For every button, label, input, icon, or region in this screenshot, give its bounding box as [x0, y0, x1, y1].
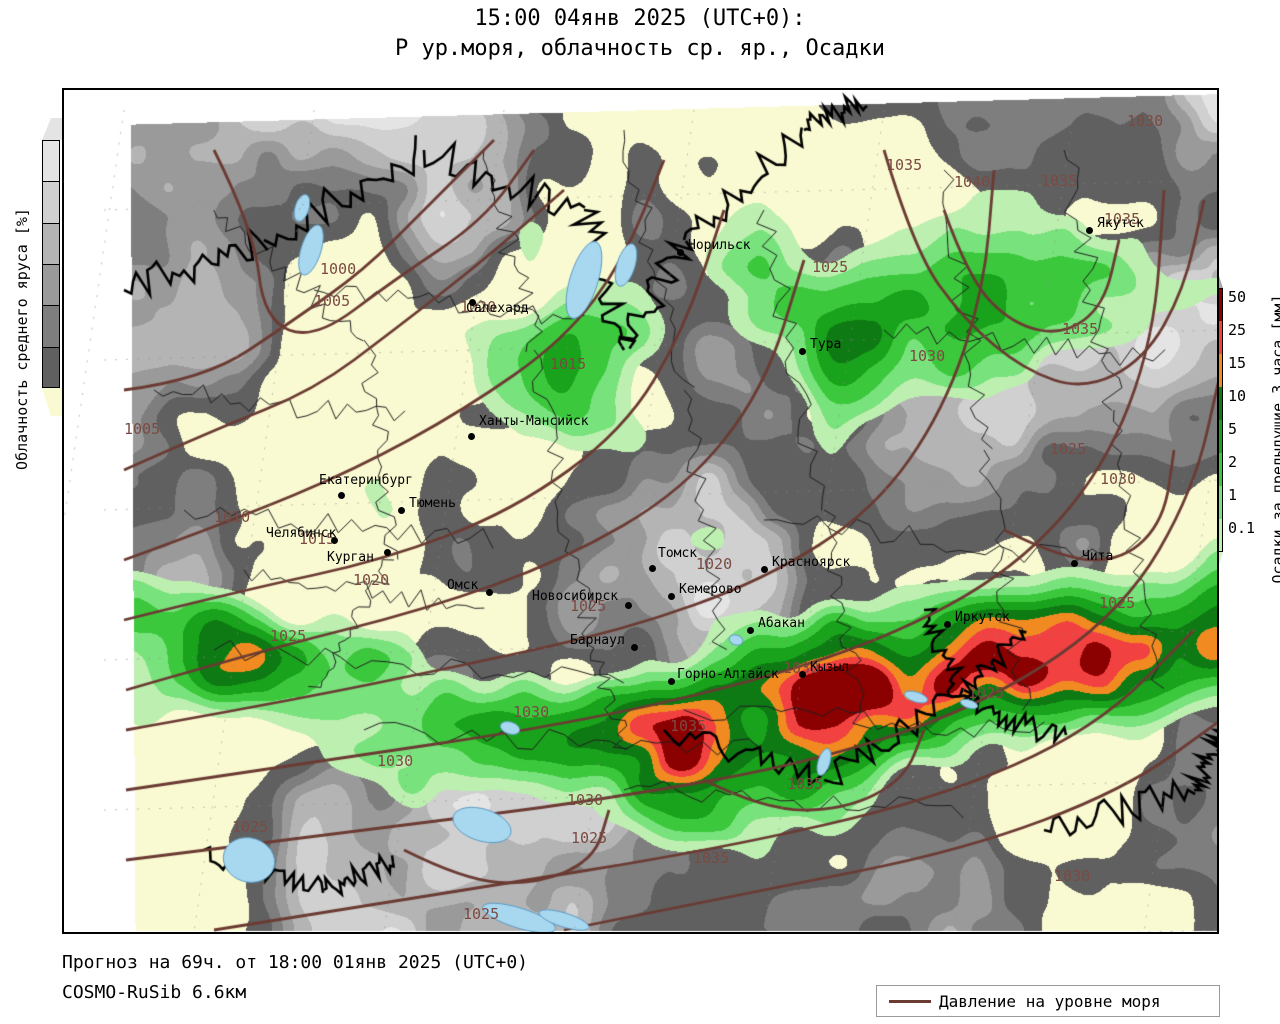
precip-colorbar-axis-label: Осадки за предыдущие 3 часа [мм]	[1269, 294, 1280, 584]
city-label: Новосибирск	[532, 589, 619, 604]
city-marker[interactable]	[668, 593, 675, 600]
city-label: Челябинск	[266, 526, 337, 541]
precip-colorbar-tick: 2	[1228, 453, 1238, 471]
isobar-label: 1030	[377, 752, 414, 770]
city-marker[interactable]	[1086, 227, 1093, 234]
isobar-label: 1030	[1054, 867, 1091, 885]
city-marker[interactable]	[469, 299, 476, 306]
city-label: Кемерово	[679, 582, 742, 597]
weather-map[interactable]: 1000 1005 1005 1010 1015 1015 1020 1020 1020 1025…	[62, 88, 1219, 934]
city-marker[interactable]	[761, 566, 768, 573]
page-title: 15:00 04янв 2025 (UTC+0): P ур.моря, обл…	[0, 4, 1280, 64]
isobar-label: 1035	[670, 717, 707, 735]
isobar-label: 1035	[1041, 172, 1078, 190]
isobar-label: 1020	[353, 571, 390, 589]
city-label: Ханты-Мансийск	[479, 414, 589, 429]
isobar-label: 1030	[1127, 112, 1164, 130]
isobar-label: 1035	[1062, 320, 1099, 338]
city-label: Барнаул	[570, 633, 625, 648]
cloud-colorbar	[42, 118, 78, 416]
isobar-label: 1025	[968, 684, 1005, 702]
city-marker[interactable]	[625, 602, 632, 609]
city-label: Кызыл	[810, 660, 850, 675]
isobar-label: 1030	[783, 659, 820, 677]
isobar-label: 1025	[571, 829, 608, 847]
precip-colorbar-tick: 10	[1228, 387, 1247, 405]
isobar-label: 1015	[299, 530, 336, 548]
title-line-2: P ур.моря, облачность ср. яр., Осадки	[394, 36, 886, 61]
city-label: Салехард	[466, 301, 529, 316]
city-label: Курган	[327, 550, 374, 565]
precip-colorbar-tick: 0.1	[1228, 519, 1256, 537]
isobar-label: 1025	[570, 597, 607, 615]
city-marker[interactable]	[486, 589, 493, 596]
city-marker[interactable]	[747, 627, 754, 634]
map-raster-layer	[64, 90, 1217, 932]
city-label: Иркутск	[955, 610, 1010, 625]
isobar-label: 1040	[954, 173, 991, 191]
city-label: Тюмень	[409, 496, 456, 511]
city-marker[interactable]	[384, 549, 391, 556]
cloud-colorbar-frame	[42, 140, 60, 388]
city-marker[interactable]	[331, 537, 338, 544]
city-marker[interactable]	[677, 249, 684, 256]
isobar-label: 1025	[232, 818, 269, 836]
city-label: Томск	[658, 546, 698, 561]
footer-line-1: Прогноз на 69ч. от 18:00 01янв 2025 (UTC…	[62, 952, 528, 973]
isobar-label: 1000	[320, 260, 357, 278]
precip-colorbar-tick: 25	[1228, 321, 1247, 339]
city-marker[interactable]	[338, 492, 345, 499]
footer-info: Прогноз на 69ч. от 18:00 01янв 2025 (UTC…	[62, 948, 528, 1008]
city-label: Якутск	[1097, 216, 1144, 231]
city-marker[interactable]	[799, 348, 806, 355]
city-marker[interactable]	[649, 565, 656, 572]
isobar-label: 1005	[124, 420, 161, 438]
isobar-label: 1025	[1050, 440, 1087, 458]
city-marker[interactable]	[468, 433, 475, 440]
isobar-label: 1025	[463, 905, 500, 923]
title-line-1: 15:00 04янв 2025 (UTC+0):	[474, 6, 806, 31]
pressure-line-swatch	[889, 999, 931, 1003]
isobar-label: 1025	[1099, 594, 1136, 612]
city-marker[interactable]	[944, 621, 951, 628]
isobar-label: 1035	[787, 775, 824, 793]
precip-colorbar-tick: 50	[1228, 288, 1247, 306]
isobar-label: 1015	[550, 355, 587, 373]
isobar-label: 1035	[693, 849, 730, 867]
city-marker[interactable]	[398, 507, 405, 514]
city-marker[interactable]	[1071, 560, 1078, 567]
isobar-label: 1010	[214, 508, 251, 526]
precip-colorbar-tick: 5	[1228, 420, 1238, 438]
city-label: Чита	[1082, 549, 1114, 564]
city-label: Тура	[810, 337, 842, 352]
isobar-label: 1025	[270, 627, 307, 645]
precip-colorbar-tick: 15	[1228, 354, 1247, 372]
city-label: Омск	[447, 578, 479, 593]
pressure-legend-label: Давление на уровне моря	[939, 991, 1161, 1011]
isobar-label: 1030	[513, 703, 550, 721]
isobar-label: 1035	[886, 156, 923, 174]
city-label: Красноярск	[772, 555, 851, 570]
cloud-colorbar-axis-label: Облачность среднего яруса [%]	[13, 208, 31, 470]
isobar-label: 1020	[696, 555, 733, 573]
precip-colorbar-tick: 1	[1228, 486, 1238, 504]
city-marker[interactable]	[668, 678, 675, 685]
city-label: Абакан	[758, 616, 805, 631]
isobar-label: 1025	[812, 258, 849, 276]
isobar-label: 1030	[1100, 470, 1137, 488]
isobar-label: 1030	[567, 791, 604, 809]
city-label: Екатеринбург	[319, 473, 413, 488]
city-marker[interactable]	[631, 644, 638, 651]
footer-line-2: COSMO-RuSib 6.6км	[62, 982, 247, 1003]
isobar-label: 1005	[314, 292, 351, 310]
pressure-legend: Давление на уровне моря	[876, 985, 1220, 1017]
city-label: Горно-Алтайск	[677, 667, 779, 682]
city-marker[interactable]	[799, 671, 806, 678]
isobar-label: 1035	[1104, 210, 1141, 228]
city-label: Норильск	[688, 238, 751, 253]
isobar-label: 1030	[909, 347, 946, 365]
